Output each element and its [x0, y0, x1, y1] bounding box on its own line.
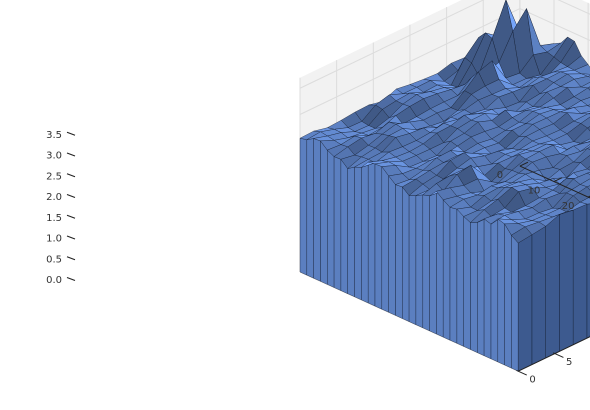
z-tick-mark — [66, 214, 76, 219]
surface-side-left — [573, 203, 588, 345]
z-tick-label: 2.0 — [46, 192, 62, 203]
surface-face — [586, 185, 590, 191]
surface-side-left — [545, 214, 560, 359]
z-tick-label: 0.5 — [46, 254, 62, 265]
x-axis-line — [519, 165, 590, 199]
x-tick-mark — [553, 177, 563, 183]
surface-face — [511, 226, 533, 244]
z-tick-label: 3.5 — [46, 130, 62, 141]
z-tick-label: 3.0 — [46, 151, 62, 162]
x-tick-mark — [519, 161, 529, 167]
z-tick-mark — [66, 193, 76, 199]
gridline-z-wall — [299, 0, 485, 89]
surface-side-right — [497, 218, 505, 366]
surface-side-right — [340, 158, 348, 294]
surface-side-right — [463, 216, 471, 350]
surface-side-right — [490, 218, 498, 363]
z-tick-mark — [66, 173, 76, 178]
surface-side-right — [306, 138, 314, 279]
z-tick-label: 2.5 — [46, 171, 62, 182]
surface-side-left — [586, 203, 590, 339]
surface-side-right — [361, 161, 369, 304]
surface-side-right — [470, 222, 478, 353]
x-tick-label: 0 — [497, 170, 503, 181]
surface-side-right — [354, 166, 362, 301]
z-tick-label: 1.5 — [46, 213, 62, 224]
surface-side-right — [388, 175, 396, 316]
surface-side-right — [443, 199, 451, 341]
z-tick-label: 1.0 — [46, 234, 62, 245]
gridline-z-wall — [519, 8, 590, 42]
surface-face — [587, 126, 590, 132]
surface-face — [586, 172, 590, 175]
z-tick-mark — [66, 276, 76, 282]
surface-side-right — [483, 218, 492, 360]
surface-side-right — [408, 195, 417, 325]
y-tick-label: 0 — [529, 374, 535, 385]
surface-face — [587, 104, 590, 108]
surface-side-left — [559, 209, 574, 352]
z-tick-mark — [66, 235, 76, 240]
surface-side-right — [333, 156, 342, 291]
surface-side-right — [415, 194, 423, 329]
surface-side-right — [347, 166, 355, 298]
surface-face — [587, 86, 590, 91]
x-tick-label: 10 — [528, 186, 541, 197]
z-tick-label: 0.0 — [46, 275, 62, 286]
surface-side-right — [402, 186, 410, 322]
surface-side-right — [511, 234, 519, 372]
gridline-z-wall — [299, 8, 521, 115]
surface-side-right — [299, 137, 307, 276]
z-axis-ticks: 0.0 0.5 1.0 1.5 2.0 2.5 3.0 3.5 — [46, 130, 76, 286]
y-tick-mark — [516, 369, 527, 376]
surface-side-right — [504, 223, 512, 369]
x-tick-label: 20 — [562, 201, 575, 212]
z-tick-mark — [66, 131, 76, 136]
surface-side-right — [368, 161, 376, 307]
surface-side-right — [374, 163, 382, 310]
surface-side-right — [436, 190, 444, 338]
surface-side-right — [320, 140, 328, 285]
surface-side-right — [422, 194, 430, 332]
surface-side-right — [313, 138, 321, 282]
x-axis-ticks: 0102030405060 — [497, 161, 590, 212]
surface-side-right — [477, 218, 485, 356]
surface-side-right — [456, 208, 464, 347]
surface-side-right — [429, 190, 437, 335]
surface-side-right — [327, 149, 335, 288]
y-axis-ticks: 051015202530 — [516, 334, 590, 385]
z-tick-mark — [66, 152, 76, 157]
z-tick-mark — [66, 256, 76, 261]
surface-side-right — [449, 207, 458, 344]
surface-side-right — [381, 166, 389, 313]
surface-side-right — [395, 184, 403, 319]
surface-side-left — [518, 234, 533, 372]
surface-plot — [299, 0, 590, 372]
y-tick-label: 5 — [566, 357, 572, 368]
surface-face — [587, 141, 590, 143]
x-tick-mark — [587, 195, 590, 198]
y-tick-mark — [552, 352, 564, 358]
surface-face — [587, 146, 590, 151]
surface-side-left — [531, 225, 546, 365]
